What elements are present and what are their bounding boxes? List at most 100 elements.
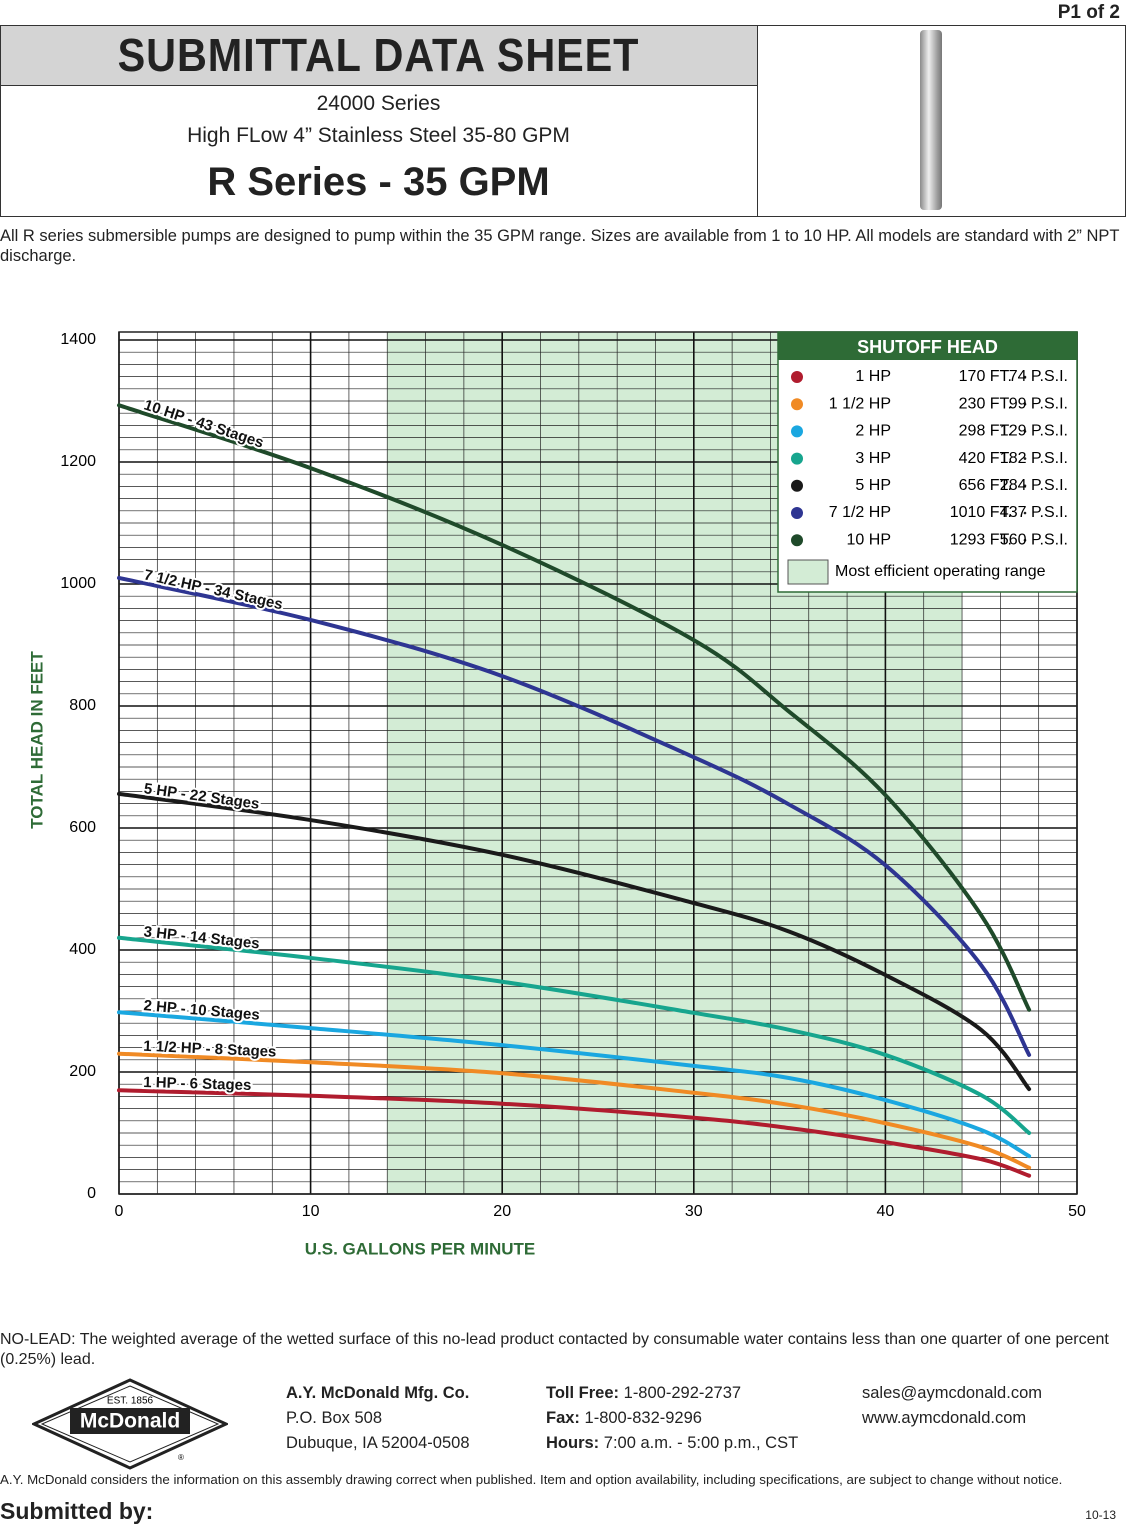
- legend-head: 230 FT.: [959, 395, 1012, 412]
- legend-hp: 5 HP: [855, 477, 891, 494]
- plot-frame: [118, 331, 1078, 1195]
- legend-dot: [791, 452, 803, 465]
- legend-hp: 7 1/2 HP: [829, 504, 891, 521]
- curve-label: 10 HP - 43 Stages: [142, 397, 266, 452]
- y-tick-label: 0: [87, 1185, 96, 1202]
- legend-title-band: [778, 332, 1077, 360]
- y-tick-label: 1000: [60, 575, 96, 592]
- y-tick-label: 600: [69, 819, 96, 836]
- label: Hours:: [546, 1434, 600, 1452]
- curve: [117, 1010, 1032, 1159]
- curve: [117, 1051, 1032, 1170]
- pump-image: [920, 30, 942, 210]
- description: High FLow 4” Stainless Steel 35-80 GPM: [187, 124, 570, 147]
- legend-pressure: 560 P.S.I.: [1000, 531, 1068, 548]
- legend-hp: 2 HP: [855, 423, 891, 440]
- legend-separator: [1023, 430, 1027, 433]
- divider: [757, 25, 758, 216]
- legend-pressure: 129 P.S.I.: [1000, 423, 1068, 440]
- legend-head: 1010 FT.: [950, 504, 1012, 521]
- legend-dot: [791, 398, 803, 411]
- x-tick-label: 0: [115, 1203, 124, 1220]
- legend-range-label: Most efficient operating range: [835, 563, 1046, 580]
- legend-hp: 1 HP: [855, 368, 891, 385]
- y-tick-label: 400: [69, 941, 96, 958]
- email: sales@aymcdonald.com: [862, 1384, 1042, 1402]
- y-tick-label: 800: [69, 697, 96, 714]
- y-tick-label: 1400: [60, 331, 96, 348]
- curve: [117, 791, 1032, 1092]
- legend-dot: [791, 371, 803, 383]
- legend-hp: 10 HP: [847, 531, 891, 548]
- x-tick-label: 20: [493, 1203, 511, 1220]
- curve: [117, 403, 1032, 1012]
- company-city: Dubuque, IA 52004-0508: [286, 1434, 470, 1452]
- curve-label: 7 1/2 HP - 34 Stages: [142, 566, 284, 613]
- curve-label: 5 HP - 22 Stages: [143, 780, 261, 813]
- legend-hp: 1 1/2 HP: [829, 395, 891, 412]
- value: 7:00 a.m. - 5:00 p.m., CST: [603, 1434, 799, 1452]
- legend-separator: [1023, 538, 1027, 542]
- title-band: [1, 26, 757, 86]
- legend-dot: [791, 534, 803, 547]
- chart: 0 10 20 30 40 50 0 200 400 600 800 1000 1200 1400 U.S.…: [27, 331, 1086, 1258]
- legend-pressure: 99 P.S.I.: [1009, 395, 1068, 412]
- curve: [117, 1088, 1032, 1178]
- x-tick-label: 40: [877, 1203, 895, 1220]
- legend-separator: [1023, 511, 1027, 515]
- model: R Series - 35 GPM: [207, 160, 550, 204]
- y-tick-label: 1200: [60, 453, 96, 470]
- value: 1-800-292-2737: [623, 1384, 742, 1402]
- legend-hp: 3 HP: [855, 450, 891, 467]
- legend-head: 298 FT.: [959, 423, 1012, 440]
- fax: Fax: 1-800-832-9296: [546, 1409, 702, 1428]
- curve: [117, 935, 1032, 1135]
- web: www.aymcdonald.com: [862, 1409, 1027, 1427]
- legend-head: 1293 FT.: [950, 531, 1012, 548]
- logo-band: [70, 1408, 190, 1434]
- logo-est: EST. 1856: [107, 1396, 154, 1407]
- logo-name: McDonald: [80, 1410, 180, 1433]
- legend-head: 170 FT.: [959, 368, 1012, 385]
- legend-separator: [1023, 375, 1027, 379]
- company-name: A.Y. McDonald Mfg. Co.: [286, 1384, 470, 1402]
- legend-pressure: 74 P.S.I.: [1009, 368, 1068, 385]
- x-tick-label: 50: [1068, 1203, 1086, 1220]
- y-axis-label: TOTAL HEAD IN FEET: [27, 651, 46, 829]
- series: 24000 Series: [316, 92, 441, 115]
- revision: 10-13: [1085, 1508, 1116, 1522]
- label: Fax:: [546, 1409, 580, 1427]
- legend-pressure: 182 P.S.I.: [1000, 450, 1068, 467]
- legend-dot: [791, 479, 803, 492]
- curve: [117, 575, 1032, 1057]
- toll-free: Toll Free: 1-800-292-2737: [546, 1384, 741, 1403]
- legend-title: SHUTOFF HEAD: [857, 337, 998, 357]
- x-tick-label: 30: [685, 1203, 703, 1220]
- hours: Hours: 7:00 a.m. - 5:00 p.m., CST: [546, 1434, 798, 1453]
- x-axis-label: U.S. GALLONS PER MINUTE: [305, 1239, 535, 1258]
- legend-pressure: 284 P.S.I.: [1000, 477, 1068, 494]
- legend-swatch: [787, 559, 829, 585]
- legend-head: 656 FT.: [959, 477, 1012, 494]
- curve-label: 1 HP - 6 Stages: [143, 1074, 252, 1094]
- legend-separator: [1023, 402, 1027, 406]
- legend-dot: [791, 507, 803, 519]
- disclaimer: A.Y. McDonald considers the information …: [0, 1472, 1063, 1487]
- legend-separator: [1023, 457, 1027, 460]
- legend-head: 420 FT.: [959, 450, 1012, 467]
- company-address: P.O. Box 508: [286, 1409, 383, 1427]
- legend-pressure: 437 P.S.I.: [1000, 504, 1068, 521]
- x-tick-label: 10: [302, 1203, 320, 1220]
- logo-mark: ®: [178, 1453, 184, 1462]
- legend-separator: [1023, 484, 1027, 488]
- page-label: P1 of 2: [1057, 2, 1120, 23]
- legend-box: [777, 331, 1078, 593]
- logo: EST. 1856 McDonald ®: [32, 1378, 228, 1470]
- value: 1-800-832-9296: [584, 1409, 702, 1427]
- note: NO-LEAD: The weighted average of the wet…: [0, 1331, 1109, 1368]
- y-tick-label: 200: [69, 1063, 96, 1080]
- legend-dot: [791, 425, 803, 438]
- intro: All R series submersible pumps are desig…: [0, 227, 1120, 265]
- title: SUBMITTAL DATA SHEET: [117, 29, 640, 81]
